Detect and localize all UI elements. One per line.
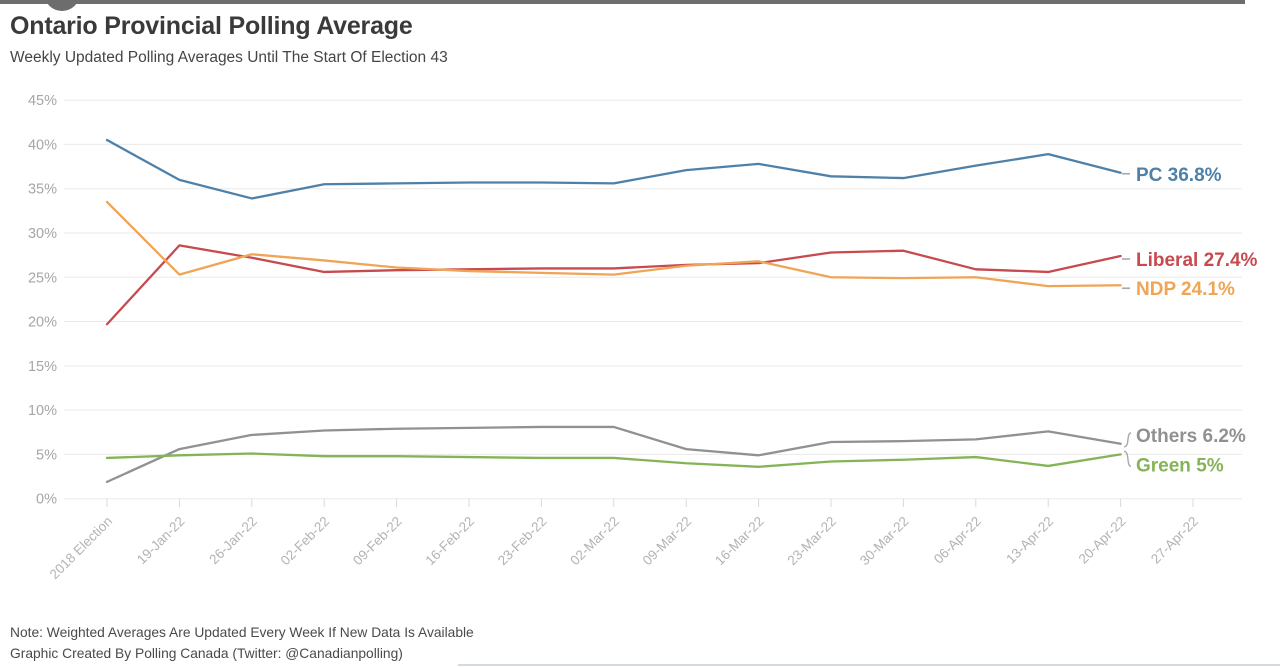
x-axis-label: 06-Apr-22 (931, 514, 984, 567)
label-connector-curve (1123, 432, 1132, 448)
series-end-label-ndp: NDP 24.1% (1136, 279, 1235, 300)
x-axis-label: 27-Apr-22 (1148, 514, 1201, 567)
y-axis-label: 10% (28, 403, 57, 419)
x-axis-label: 16-Feb-22 (422, 514, 477, 569)
y-axis-label: 5% (36, 447, 57, 463)
series-end-label-green: Green 5% (1136, 455, 1224, 476)
series-line-green (105, 452, 1122, 468)
x-axis-label: 30-Mar-22 (857, 514, 912, 569)
x-axis-label: 02-Feb-22 (278, 514, 333, 569)
x-axis-label: 02-Mar-22 (567, 514, 622, 569)
footer: Note: Weighted Averages Are Updated Ever… (10, 623, 474, 664)
y-axis-label: 30% (28, 226, 57, 242)
y-axis-label: 0% (36, 492, 57, 508)
y-axis-label: 20% (28, 315, 57, 331)
y-axis-label: 35% (28, 182, 57, 198)
x-axis-label: 2018 Election (47, 514, 115, 582)
y-axis-label: 25% (28, 270, 57, 286)
series-line-ndp (105, 200, 1122, 288)
x-axis-label: 26-Jan-22 (206, 514, 260, 568)
x-axis-label: 16-Mar-22 (712, 514, 767, 569)
x-axis-label: 19-Jan-22 (134, 514, 188, 568)
x-axis-label: 23-Feb-22 (495, 514, 550, 569)
label-connector-curve (1123, 450, 1132, 468)
y-axis-label: 15% (28, 359, 57, 375)
page-subtitle: Weekly Updated Polling Averages Until Th… (10, 49, 448, 66)
top-window-bar (0, 0, 1245, 4)
series-line-pc (105, 138, 1122, 200)
polling-line-chart: 45% 40% 35% 30% 25% 20% 15% 10% 5% 0% 2018 Electio… (28, 93, 1258, 582)
series-line-others (105, 425, 1122, 484)
page-title: Ontario Provincial Polling Average (10, 12, 413, 40)
x-axis-label: 23-Mar-22 (784, 514, 839, 569)
x-axis-label: 20-Apr-22 (1076, 514, 1129, 567)
x-axis-label: 09-Feb-22 (350, 514, 405, 569)
y-axis-label: 40% (28, 137, 57, 153)
footer-credit: Graphic Created By Polling Canada (Twitt… (10, 645, 403, 661)
window-control-circle (44, 0, 80, 11)
y-axis-label: 45% (28, 93, 57, 109)
footer-note: Note: Weighted Averages Are Updated Ever… (10, 625, 474, 640)
bottom-edge-line (458, 664, 1280, 666)
series-end-label-liberal: Liberal 27.4% (1136, 250, 1258, 271)
series-end-label-pc: PC 36.8% (1136, 165, 1222, 186)
series-line-liberal (105, 244, 1122, 326)
x-axis-label: 13-Apr-22 (1003, 514, 1056, 567)
series-end-label-others: Others 6.2% (1136, 426, 1246, 447)
x-axis-label: 09-Mar-22 (640, 514, 695, 569)
